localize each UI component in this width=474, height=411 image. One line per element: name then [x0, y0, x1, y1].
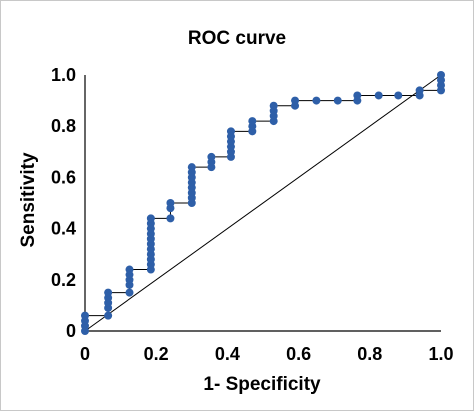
roc-point — [333, 96, 342, 105]
x-tick-label: 0 — [80, 344, 90, 364]
x-tick-label: 0.2 — [144, 344, 169, 364]
roc-point — [104, 288, 113, 297]
x-tick-label: 0.4 — [215, 344, 240, 364]
x-tick-label: 0.6 — [286, 344, 311, 364]
roc-point — [125, 288, 134, 297]
y-tick-label: 1.0 — [51, 65, 76, 85]
roc-point — [81, 311, 89, 320]
y-tick-label: 0.8 — [51, 116, 76, 136]
roc-point — [437, 71, 445, 79]
y-tick-label: 0 — [66, 321, 76, 341]
roc-point — [166, 199, 175, 207]
y-tick-label: 0.4 — [51, 219, 76, 239]
reference-diagonal — [84, 74, 442, 332]
roc-point — [374, 91, 383, 100]
roc-point — [248, 117, 257, 126]
x-tick-label: 1.0 — [428, 344, 453, 364]
roc-point — [104, 311, 113, 320]
roc-point — [353, 91, 362, 100]
roc-point — [166, 214, 175, 223]
roc-point — [125, 265, 134, 274]
y-tick-label: 0.2 — [51, 270, 76, 290]
roc-point — [312, 96, 321, 105]
roc-point — [207, 152, 216, 161]
x-tick-label: 0.8 — [357, 344, 382, 364]
chart-title: ROC curve — [188, 28, 286, 49]
roc-point — [394, 91, 403, 100]
roc-point — [146, 214, 155, 223]
roc-point — [291, 96, 300, 105]
roc-point — [269, 101, 278, 110]
y-axis-label: Sensitivity — [18, 152, 39, 247]
roc-point — [187, 163, 196, 172]
roc-point — [226, 127, 235, 136]
roc-point — [415, 86, 424, 95]
x-axis-label: 1- Specificity — [203, 374, 321, 395]
y-tick-label: 0.6 — [51, 167, 76, 187]
